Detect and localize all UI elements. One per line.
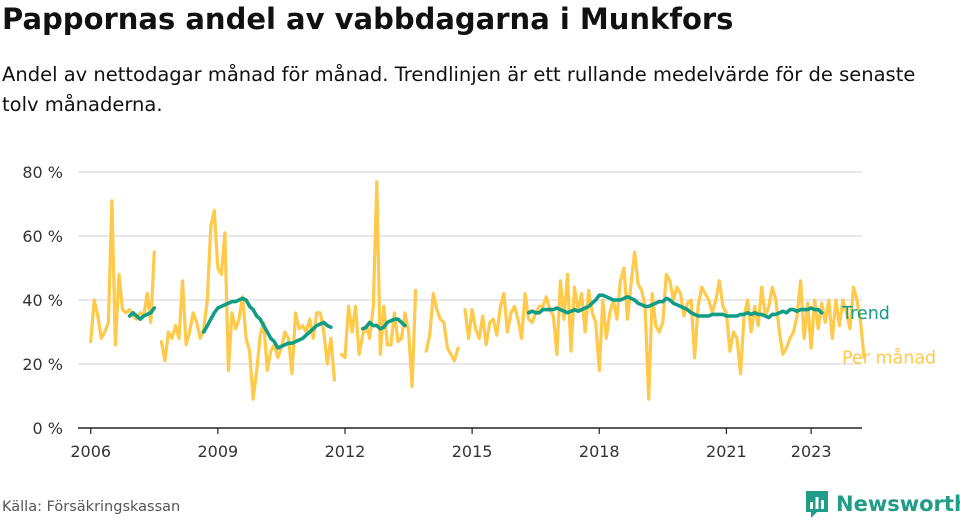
y-axis-tick-labels: 0 % 20 % 40 % 60 % 80 %	[22, 163, 63, 438]
y-tick-label: 20 %	[22, 355, 63, 374]
gridlines	[78, 171, 862, 365]
y-tick-label: 40 %	[22, 291, 63, 310]
series-lines	[89, 180, 866, 401]
brand-logo: Newsworthy	[804, 488, 960, 520]
source-note: Källa: Försäkringskassan	[2, 499, 181, 515]
x-tick-label: 2018	[579, 442, 620, 461]
x-tick-label: 2021	[706, 442, 747, 461]
x-tick-label: 2009	[197, 442, 238, 461]
series-end-labels: Trend Per månad	[841, 304, 936, 369]
series-end-label: Trend	[841, 304, 890, 324]
brand-name: Newsworthy	[836, 492, 960, 516]
x-tick-label: 2023	[791, 442, 832, 461]
series-line-per-manad	[89, 180, 866, 401]
x-tick-label: 2015	[452, 442, 493, 461]
y-tick-label: 0 %	[33, 419, 63, 438]
chart-subtitle: Andel av nettodagar månad för månad. Tre…	[2, 63, 916, 116]
series-end-label: Per månad	[842, 348, 936, 369]
x-tick-label: 2012	[325, 442, 366, 461]
y-tick-label: 60 %	[22, 227, 63, 246]
chart-title: Pappornas andel av vabbdagarna i Munkfor…	[2, 2, 734, 36]
x-axis: 2006 2009 2012 2015 2018 2021 2023	[70, 427, 862, 461]
y-tick-label: 80 %	[22, 163, 63, 182]
newsworthy-logo-icon	[806, 491, 828, 518]
series-line-trend	[127, 293, 824, 350]
x-tick-label: 2006	[70, 442, 111, 461]
